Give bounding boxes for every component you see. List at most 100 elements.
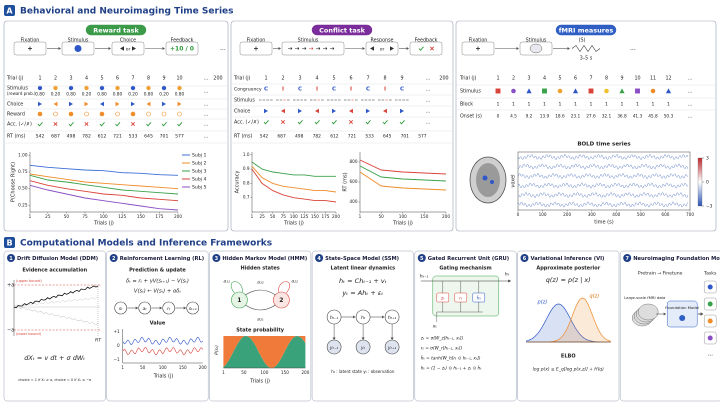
series-line [251,166,337,193]
reward-prob: 0.20 [159,92,169,98]
brain-inner [476,163,500,197]
arrow-icon [264,108,268,114]
trial-number: 10 [176,76,182,82]
rt-value: 498 [67,134,76,140]
icon [115,85,120,91]
stim-icon [542,88,547,94]
legend-note: hₜ : latent state yₜ : observation [331,369,395,374]
x-tick-label: 175 [155,214,163,219]
x-axis-label: time (s) [594,220,613,226]
block-value: 1 [559,102,562,108]
panel-letter: A [6,7,13,16]
x-tick-label: 0 [517,212,520,217]
reward-prob: 0.80 [144,92,154,98]
step-label: Feedback [415,38,438,44]
arrow-icon [383,108,387,114]
row-label: Block [460,102,473,108]
arrow-icon [315,108,319,114]
y-tick-label: 0.7 [243,195,250,200]
x-tick-label: 200 [442,214,450,219]
bold-trace [517,163,689,170]
y-tick-label: −1 [114,357,121,362]
arrow-head [135,306,139,310]
ellipsis: ... [204,76,209,82]
arrow-head [278,47,281,50]
block-value: 1 [621,102,624,108]
step-label: Fixation [247,38,266,44]
series-line [251,161,336,177]
equation: hₜ = (1 − zₜ) ⊙ hₜ₋₁ + zₜ ⊙ h̃ₜ [421,365,482,372]
arrow-head [353,315,356,319]
node-label: aₜ [143,307,148,312]
legend-label: Subj 1 [192,153,206,159]
y-tick-label: 1.00 [18,152,28,157]
number-badge [212,254,221,262]
icon [177,111,182,117]
block-value: 1 [543,102,546,108]
check-icon [382,120,388,125]
arrow-head [567,47,570,50]
panel-number: 3 [215,256,219,262]
x-tick-label: 50 [241,370,247,375]
trial-number: 200 [213,76,222,82]
equation: yₜ = Ahₜ + εₜ [341,289,383,297]
transition [245,289,276,296]
y-tick-label: 0.8 [243,180,250,185]
onset-value: 41.3 [633,114,643,120]
node-label: rₜ [167,306,171,312]
ellipsis: ... [426,120,431,126]
row-label: Acc. (✓/✗) [234,120,259,126]
series-line [29,174,179,195]
equation: V(sₜ) ← V(sₜ) + αδₜ [134,289,182,295]
series-line [29,164,179,176]
congruency: C [400,87,404,93]
arrow-head [58,47,61,50]
ellipsis: ... [688,114,693,120]
node [186,301,199,315]
icon [707,301,713,307]
x-tick-label: 200 [563,212,571,217]
number-badge [7,254,15,262]
x-tick-label: 25 [259,214,265,219]
rt-value: 701 [160,134,169,140]
ellipsis: ... [707,351,713,358]
rt-value: 612 [330,134,339,140]
x-tick-label: 150 [311,214,319,219]
step-label: Response [370,38,393,44]
trial-number: 3 [527,76,530,82]
title-pill [311,24,373,36]
stim-icon [572,88,579,94]
state-node [231,291,248,309]
rt-value: 542 [260,134,269,140]
x-axis-label: Trials (j) [249,379,270,385]
y-tick-label: 0.9 [243,166,250,171]
panel-title: State-Space Model (SSM) [325,256,399,262]
io-label: hₜ [505,272,510,278]
congruency: C [332,87,336,93]
row-label: Congruency [234,87,262,93]
y-axis-label: P(sₜ) [214,345,220,355]
equation: q(z) ≈ p(z | x) [546,276,591,284]
gate-label: zₜ [440,297,445,302]
check-icon [177,122,183,127]
x-tick-label: 125 [118,214,126,219]
model-icon [679,315,686,321]
x-tick-label: 1 [121,365,124,370]
check-icon [297,120,303,125]
icon [707,284,713,290]
model-box [666,300,698,328]
subtitle: Value [150,321,166,327]
stim-icon [619,88,625,94]
block-value: 1 [636,102,639,108]
stim-icon [635,88,640,94]
x-axis-label: Trials (j) [392,221,413,227]
node-label: hₜ₊₁ [388,315,397,321]
x-tick-label: 150 [281,370,289,375]
bold-trace [517,172,689,180]
series-line [359,171,447,191]
ellipsis: ... [220,45,226,52]
subtitle: ELBO [561,354,576,360]
panel-title: Gated Recurrent Unit (GRU) [428,256,509,262]
rt-value: 782 [82,134,91,140]
ellipsis: ... [204,89,209,95]
